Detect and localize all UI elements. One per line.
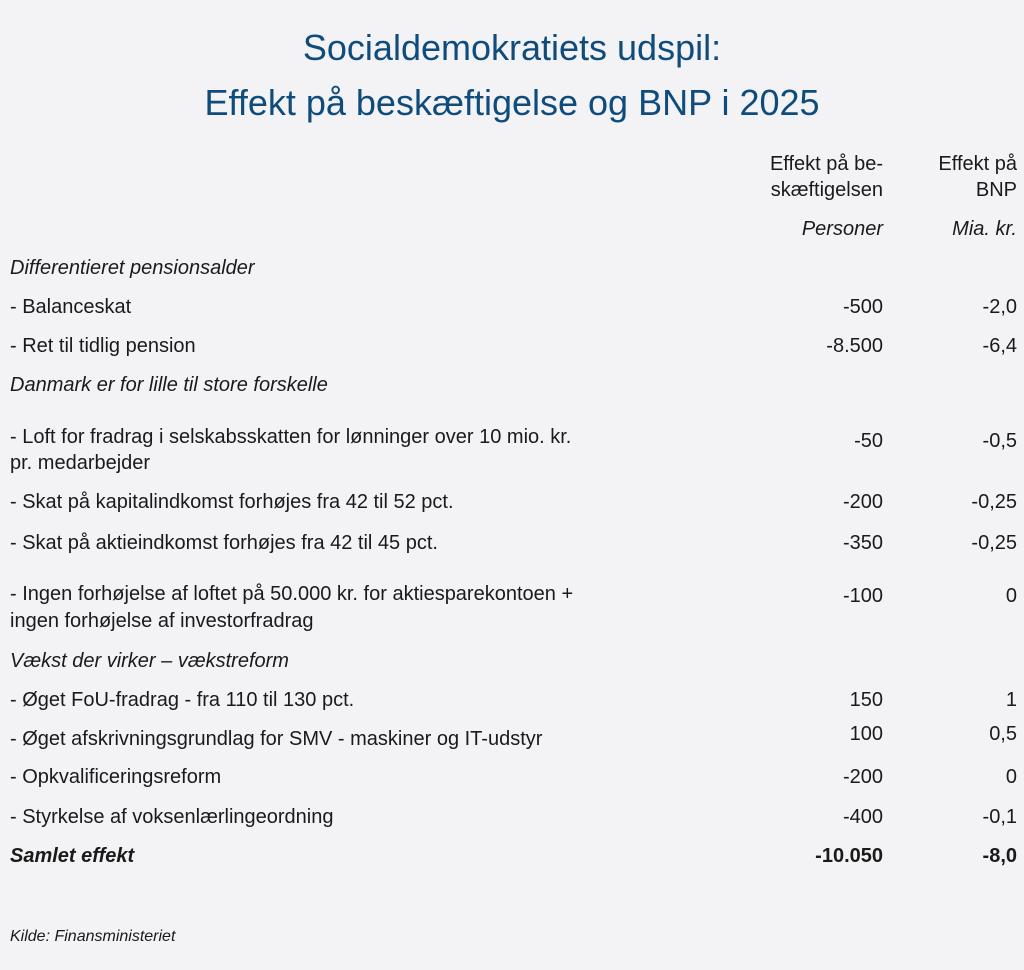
row-label: - Balanceskat: [10, 296, 132, 318]
source-note: Kilde: Finansministeriet: [10, 928, 176, 945]
row-gdp: 0: [1005, 766, 1017, 788]
col-employment-unit: Personer: [801, 218, 883, 240]
row-gdp: -0,1: [982, 806, 1017, 828]
section-label: Differentieret pensionsalder: [10, 257, 255, 279]
row-label-cont: ingen forhøjelse af investorfradrag: [10, 610, 314, 632]
row-employment: -200: [842, 766, 883, 788]
row-gdp: -0,25: [971, 532, 1017, 554]
row-label: - Skat på kapitalindkomst forhøjes fra 4…: [10, 491, 454, 513]
row-gdp: 0,5: [989, 723, 1017, 745]
row-employment: 150: [849, 689, 883, 711]
title-line-2: Effekt på beskæftigelse og BNP i 2025: [204, 82, 820, 123]
row-label: - Øget afskrivningsgrundlag for SMV - ma…: [10, 728, 543, 750]
row-gdp: -0,25: [971, 491, 1017, 513]
row-label: - Ret til tidlig pension: [10, 335, 196, 357]
row-label: - Ingen forhøjelse af loftet på 50.000 k…: [10, 583, 574, 605]
row-employment: -200: [842, 491, 883, 513]
row-employment: -50: [854, 430, 883, 452]
col-employment-header-1: Effekt på be-: [769, 153, 883, 175]
total-label: Samlet effekt: [10, 845, 135, 867]
row-label: - Styrkelse af voksenlærlingeordning: [10, 806, 334, 828]
col-gdp-unit: Mia. kr.: [952, 218, 1017, 240]
row-gdp: -6,4: [982, 335, 1017, 357]
col-gdp-header-2: BNP: [975, 179, 1017, 201]
row-label-cont: pr. medarbejder: [10, 452, 151, 474]
row-employment: 100: [849, 723, 883, 745]
row-employment: -8.500: [826, 335, 883, 357]
section-label: Vækst der virker – vækstreform: [10, 650, 289, 672]
row-gdp: -0,5: [982, 430, 1017, 452]
section-label: Danmark er for lille til store forskelle: [10, 374, 328, 396]
col-employment-header-2: skæftigelsen: [770, 179, 883, 201]
row-employment: -400: [842, 806, 883, 828]
row-gdp: -2,0: [982, 296, 1017, 318]
row-label: - Opkvalificeringsreform: [10, 766, 222, 788]
row-employment: -100: [842, 585, 883, 607]
row-label: - Øget FoU-fradrag - fra 110 til 130 pct…: [10, 689, 355, 711]
row-gdp: 1: [1005, 689, 1017, 711]
row-label: - Loft for fradrag i selskabsskatten for…: [10, 426, 572, 448]
total-employment: -10.050: [815, 845, 883, 867]
total-gdp: -8,0: [982, 845, 1017, 867]
row-gdp: 0: [1005, 585, 1017, 607]
row-employment: -500: [842, 296, 883, 318]
row-label: - Skat på aktieindkomst forhøjes fra 42 …: [10, 532, 438, 554]
title-line-1: Socialdemokratiets udspil:: [302, 27, 722, 68]
col-gdp-header-1: Effekt på: [938, 153, 1017, 175]
row-employment: -350: [842, 532, 883, 554]
